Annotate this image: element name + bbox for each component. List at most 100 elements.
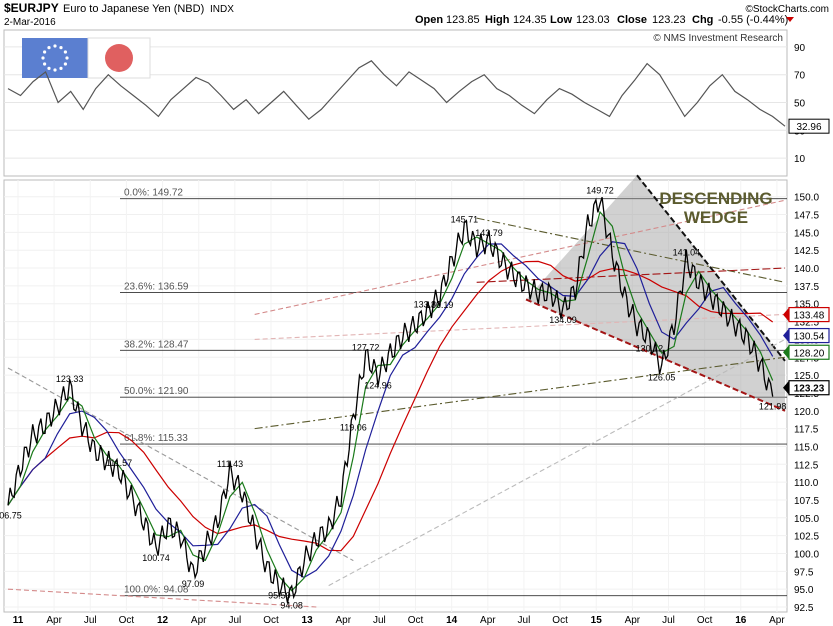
japan-sun-icon bbox=[105, 44, 133, 72]
x-tick-label: Oct bbox=[263, 615, 279, 626]
price-annotation: 111.43 bbox=[217, 459, 243, 469]
flags bbox=[22, 37, 151, 79]
x-axis: 11 Apr Jul Oct 12 Apr Jul Oct 13 Apr Jul Oct 14 Apr Ju… bbox=[13, 615, 786, 626]
wedge-lower-boundary bbox=[525, 298, 786, 412]
chg-label: Chg bbox=[692, 14, 713, 26]
price-annotation: 134.09 bbox=[549, 315, 577, 325]
x-tick-label: Jul bbox=[373, 615, 386, 626]
price-panel: 92.595.097.5100.0102.5105.0107.5110.0112… bbox=[0, 174, 830, 626]
trendline-pink-mid bbox=[254, 313, 786, 340]
price-tick-label: 135.0 bbox=[794, 300, 819, 311]
rsi-last-badge bbox=[788, 118, 830, 134]
x-tick-label: 14 bbox=[446, 615, 458, 626]
brand: ©StockCharts.com bbox=[745, 4, 829, 15]
eu-star-icon bbox=[63, 50, 67, 54]
symbol: $EURJPY bbox=[4, 1, 59, 15]
price-tick-label: 102.5 bbox=[794, 532, 819, 543]
price-grid: 92.5 95.0 97.5 100.0 102.5 105.0 107.5 110.0 112… bbox=[4, 180, 819, 614]
price-tick-label: 132.5 bbox=[794, 318, 819, 329]
price-annotation: 94.08 bbox=[280, 601, 303, 611]
price-annotation: 100.74 bbox=[142, 553, 170, 563]
price-badge-pointer bbox=[783, 345, 789, 360]
price-badge-pointer bbox=[783, 328, 789, 343]
price-annotation: 97.09 bbox=[182, 579, 205, 589]
x-tick-label: Apr bbox=[480, 615, 496, 626]
price-tick-label: 137.5 bbox=[794, 282, 819, 293]
fib-level-label: 38.2%: 128.47 bbox=[124, 339, 189, 350]
wedge-label-line1: DESCENDING bbox=[659, 189, 772, 208]
x-tick-label: 12 bbox=[157, 615, 169, 626]
price-tick-label: 95.0 bbox=[794, 585, 814, 596]
price-annotation: 143.79 bbox=[475, 228, 503, 238]
rsi-tick-label: 50 bbox=[794, 99, 806, 110]
price-tick-label: 115.0 bbox=[794, 442, 819, 453]
price-tick-label: 145.0 bbox=[794, 228, 819, 239]
instrument-name: Euro to Japanese Yen (NBD) bbox=[63, 3, 204, 15]
eu-star-icon bbox=[43, 62, 47, 66]
descending-wedge bbox=[526, 175, 785, 411]
eu-star-icon bbox=[53, 68, 57, 72]
exchange: INDX bbox=[210, 4, 234, 15]
x-tick-label: 15 bbox=[591, 615, 603, 626]
low-label: Low bbox=[550, 14, 572, 26]
price-annotation: 95.50 bbox=[268, 591, 291, 601]
price-tick-label: 107.5 bbox=[794, 496, 819, 507]
right-badges: 133.48 130.54 128.20 123.23 bbox=[783, 306, 830, 396]
price-tick-label: 110.0 bbox=[794, 478, 819, 489]
price-annotation: 121.98 bbox=[759, 402, 787, 412]
rsi-tick-label: 90 bbox=[794, 43, 806, 54]
eu-star-icon bbox=[65, 56, 69, 60]
eu-star-icon bbox=[59, 66, 63, 70]
x-tick-label: Oct bbox=[119, 615, 135, 626]
price-annotation: 111.57 bbox=[106, 458, 132, 468]
rsi-panel: 1030507090 © NMS Investment Research 32.… bbox=[3, 29, 830, 177]
high-label: High bbox=[485, 14, 510, 26]
x-tick-label: Jul bbox=[84, 615, 97, 626]
moving-average-long bbox=[7, 260, 774, 552]
x-tick-label: Apr bbox=[335, 615, 351, 626]
price-annotation: 123.33 bbox=[56, 374, 84, 384]
price-annotation: 124.96 bbox=[364, 380, 392, 390]
rsi-plot: 32.96 bbox=[7, 60, 830, 134]
x-tick-label: Apr bbox=[191, 615, 207, 626]
wedge-label-line2: WEDGE bbox=[684, 208, 748, 227]
price-annotation: 106.75 bbox=[0, 510, 22, 520]
trendline-olive-top bbox=[476, 217, 786, 283]
chart-header: $EURJPY Euro to Japanese Yen (NBD) INDX … bbox=[4, 1, 829, 28]
fib-level-label: 100.0%: 94.08 bbox=[124, 585, 189, 596]
trendline-long-up bbox=[328, 338, 786, 587]
eu-star-icon bbox=[53, 44, 57, 48]
x-tick-label: Apr bbox=[625, 615, 641, 626]
price-annotations: 106.75 123.33 111.57 100.74 97.09 111.43 95.50… bbox=[0, 186, 786, 611]
credit: © NMS Investment Research bbox=[653, 33, 783, 44]
low-value: 123.03 bbox=[576, 14, 610, 26]
x-tick-label: 13 bbox=[302, 615, 314, 626]
fib-level-label: 50.0%: 121.90 bbox=[124, 386, 189, 397]
price-annotation: 149.72 bbox=[586, 186, 614, 196]
open-value: 123.85 bbox=[446, 14, 480, 26]
trendline-pink-up bbox=[254, 199, 786, 315]
wedge-upper-boundary bbox=[636, 174, 786, 362]
fib-level-label: 61.8%: 115.33 bbox=[124, 433, 188, 444]
high-value: 124.35 bbox=[513, 14, 547, 26]
x-tick-label: Jul bbox=[518, 615, 531, 626]
x-tick-label: Jul bbox=[228, 615, 241, 626]
price-annotation: 145.71 bbox=[451, 214, 479, 224]
moving-average-mid bbox=[7, 241, 774, 579]
price-annotation: 130.12 bbox=[636, 344, 664, 354]
fib-level-label: 23.6%: 136.59 bbox=[124, 281, 189, 292]
fib-level-label: 0.0%: 149.72 bbox=[124, 188, 183, 199]
price-tick-label: 147.5 bbox=[794, 211, 819, 222]
price-annotation: 141.04 bbox=[673, 248, 701, 258]
price-annotation: 127.72 bbox=[352, 343, 380, 353]
eu-star-icon bbox=[63, 62, 67, 66]
price-annotation: 133.80 bbox=[414, 299, 442, 309]
price-badge-value: 123.23 bbox=[794, 384, 825, 395]
price-tick-label: 92.5 bbox=[794, 603, 814, 614]
price-annotation: 136.19 bbox=[426, 300, 454, 310]
trendline-olive bbox=[254, 356, 786, 430]
chg-value: -0.55 (-0.44%) bbox=[718, 14, 788, 26]
price-badge-pointer bbox=[783, 380, 789, 395]
trendline-red-resistance bbox=[476, 267, 786, 283]
